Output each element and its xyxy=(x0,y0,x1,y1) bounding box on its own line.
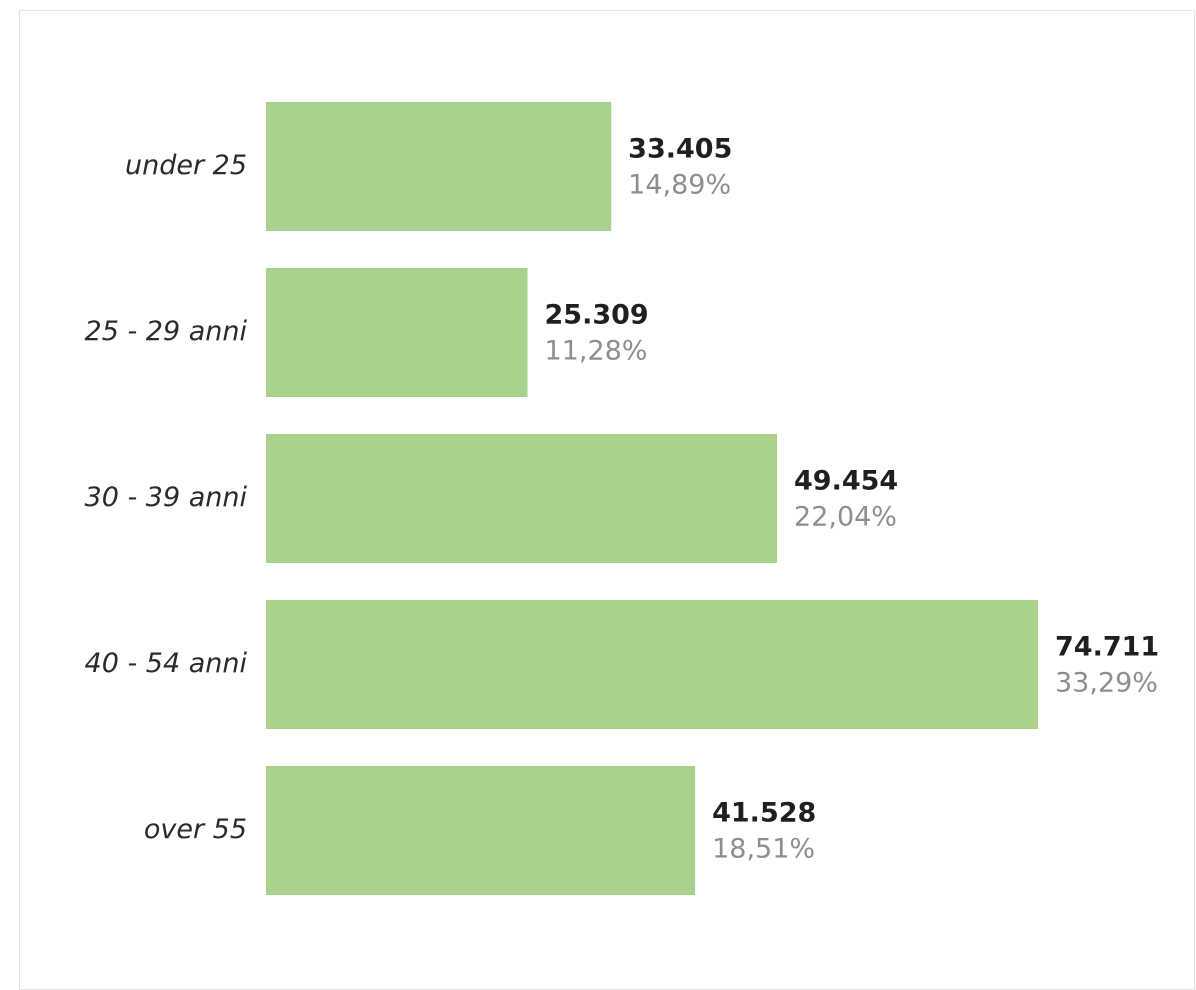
bar-25-29-anni xyxy=(266,268,528,397)
category-label-40-54-anni: 40 - 54 anni xyxy=(85,648,248,679)
value-label-30-39-anni: 49.454 xyxy=(794,466,898,497)
bar-30-39-anni xyxy=(266,434,778,563)
percent-label-over-55: 18,51% xyxy=(712,834,815,865)
bar-under-25 xyxy=(266,102,612,231)
percent-label-40-54-anni: 33,29% xyxy=(1055,668,1158,699)
category-label-over-55: over 55 xyxy=(144,814,247,845)
bar-40-54-anni xyxy=(266,600,1038,729)
value-label-40-54-anni: 74.711 xyxy=(1055,632,1159,663)
percent-label-under-25: 14,89% xyxy=(628,170,731,201)
percent-label-30-39-anni: 22,04% xyxy=(794,502,897,533)
bar-over-55 xyxy=(266,766,696,895)
value-label-25-29-anni: 25.309 xyxy=(545,300,649,331)
percent-label-25-29-anni: 11,28% xyxy=(545,336,648,367)
category-label-under-25: under 25 xyxy=(125,150,247,181)
value-label-over-55: 41.528 xyxy=(712,798,816,829)
category-label-25-29-anni: 25 - 29 anni xyxy=(85,316,248,347)
value-label-under-25: 33.405 xyxy=(628,134,732,165)
bar-chart: under 25 33.405 14,89% 25 - 29 anni 25.309 11… xyxy=(85,102,1159,895)
category-label-30-39-anni: 30 - 39 anni xyxy=(85,482,248,513)
